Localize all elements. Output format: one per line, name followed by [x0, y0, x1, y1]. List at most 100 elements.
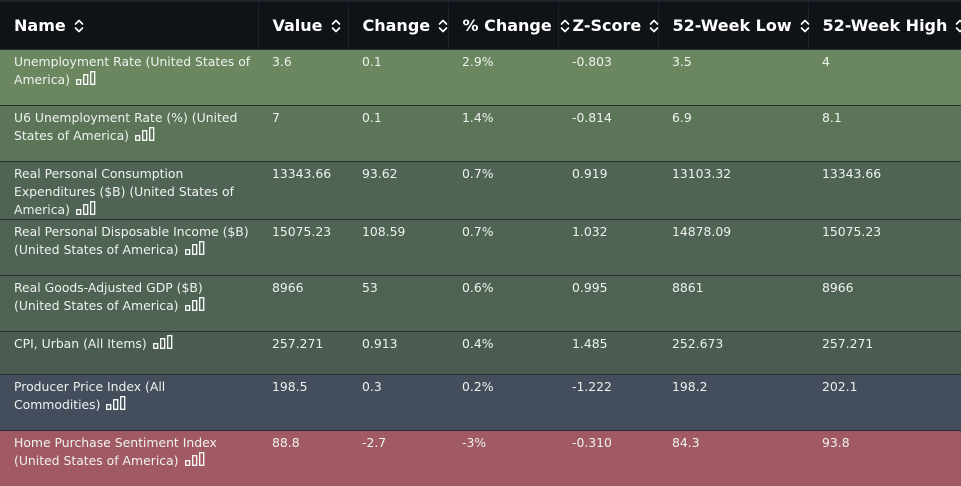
header-label: Name: [14, 15, 66, 35]
column-header-zscore[interactable]: Z-Score: [558, 0, 659, 49]
cell-value: 0.919: [572, 165, 608, 181]
cell-zscore: -0.803: [558, 49, 658, 105]
bar-chart-icon[interactable]: [184, 296, 205, 311]
indicator-name[interactable]: Real Goods-Adjusted GDP ($B) (United Sta…: [14, 279, 203, 313]
cell-name: CPI, Urban (All Items): [0, 331, 258, 374]
cell-value: 88.8: [272, 434, 300, 450]
header-label: Value: [272, 15, 323, 35]
cell-value: -2.7: [362, 434, 387, 450]
table-row[interactable]: Real Personal Consumption Expenditures (…: [0, 161, 961, 219]
sort-icon[interactable]: [331, 18, 341, 34]
sort-icon[interactable]: [74, 18, 84, 34]
cell-value: 93.62: [362, 165, 398, 181]
cell-value: 13343.66: [822, 165, 882, 181]
sort-icon[interactable]: [955, 18, 961, 34]
table-row[interactable]: U6 Unemployment Rate (%) (United States …: [0, 105, 961, 161]
cell-name: Home Purchase Sentiment Index (United St…: [0, 430, 258, 486]
cell-low: 252.673: [658, 331, 808, 374]
indicator-name[interactable]: Real Personal Disposable Income ($B) (Un…: [14, 223, 249, 257]
cell-value: 198.5: [258, 374, 348, 430]
cell-pct-change: 0.4%: [448, 331, 558, 374]
cell-value: 1.032: [572, 223, 608, 239]
cell-value: 198.2: [672, 378, 708, 394]
column-header-52-week-low[interactable]: 52-Week Low: [658, 0, 810, 49]
cell-value: 4: [822, 53, 830, 69]
table-row[interactable]: Real Goods-Adjusted GDP ($B) (United Sta…: [0, 275, 961, 331]
table-row[interactable]: Real Personal Disposable Income ($B) (Un…: [0, 219, 961, 275]
cell-value: 15075.23: [822, 223, 882, 239]
indicator-name[interactable]: CPI, Urban (All Items): [14, 335, 147, 351]
indicator-name[interactable]: Unemployment Rate (United States of Amer…: [14, 53, 251, 87]
cell-value: 14878.09: [672, 223, 732, 239]
cell-low: 3.5: [658, 49, 808, 105]
column-header-change[interactable]: Change: [348, 0, 449, 49]
indicator-name[interactable]: Producer Price Index (All Commodities): [14, 378, 166, 412]
cell-change: 93.62: [348, 161, 448, 219]
cell-name: Producer Price Index (All Commodities): [0, 374, 258, 430]
cell-low: 14878.09: [658, 219, 808, 275]
cell-value: 0.7%: [462, 223, 494, 239]
column-header-value[interactable]: Value: [258, 0, 349, 49]
cell-value: 15075.23: [258, 219, 348, 275]
cell-change: -2.7: [348, 430, 448, 486]
table-row[interactable]: Home Purchase Sentiment Index (United St…: [0, 430, 961, 486]
table-row[interactable]: CPI, Urban (All Items) 257.271 0.913 0.4% 1.…: [0, 331, 961, 374]
cell-name: Unemployment Rate (United States of Amer…: [0, 49, 258, 105]
bar-chart-icon[interactable]: [184, 451, 205, 466]
column-header-pct-change[interactable]: % Change: [448, 0, 570, 49]
cell-value: 13343.66: [258, 161, 348, 219]
cell-change: 0.1: [348, 49, 448, 105]
bar-chart-icon[interactable]: [76, 70, 96, 85]
bar-chart-icon[interactable]: [152, 334, 173, 349]
cell-pct-change: 1.4%: [448, 105, 558, 161]
cell-pct-change: 0.7%: [448, 219, 558, 275]
header-label: Change: [362, 15, 431, 35]
cell-name: Real Personal Consumption Expenditures (…: [0, 161, 258, 219]
sort-icon[interactable]: [649, 18, 659, 34]
cell-value: 7: [272, 109, 280, 125]
cell-low: 198.2: [658, 374, 808, 430]
cell-value: 6.9: [672, 109, 692, 125]
cell-zscore: 0.995: [558, 275, 658, 331]
cell-value: 8966: [272, 279, 304, 295]
cell-zscore: 1.485: [558, 331, 658, 374]
column-header-name[interactable]: Name: [0, 0, 259, 49]
cell-high: 13343.66: [808, 161, 961, 219]
cell-value: 108.59: [362, 223, 406, 239]
cell-value: -0.814: [572, 109, 612, 125]
cell-pct-change: 0.7%: [448, 161, 558, 219]
bar-chart-icon[interactable]: [106, 395, 126, 410]
cell-low: 84.3: [658, 430, 808, 486]
sort-icon[interactable]: [800, 18, 810, 34]
table-row[interactable]: Unemployment Rate (United States of Amer…: [0, 49, 961, 105]
cell-high: 202.1: [808, 374, 961, 430]
sort-icon[interactable]: [438, 18, 448, 34]
cell-high: 15075.23: [808, 219, 961, 275]
bar-chart-icon[interactable]: [76, 200, 96, 215]
sort-icon[interactable]: [560, 18, 570, 34]
cell-value: 198.5: [272, 378, 308, 394]
header-label: 52-Week High: [822, 15, 948, 35]
cell-value: 8861: [672, 279, 704, 295]
cell-low: 13103.32: [658, 161, 808, 219]
column-header-52-week-high[interactable]: 52-Week High: [808, 0, 961, 49]
cell-value: 3.6: [272, 53, 292, 69]
cell-zscore: 1.032: [558, 219, 658, 275]
bar-chart-icon[interactable]: [184, 240, 205, 255]
cell-value: -3%: [462, 434, 487, 450]
cell-value: 3.6: [258, 49, 348, 105]
cell-value: 7: [258, 105, 348, 161]
bar-chart-icon[interactable]: [135, 126, 155, 141]
cell-value: 0.3: [362, 378, 382, 394]
indicator-name[interactable]: Home Purchase Sentiment Index (United St…: [14, 434, 217, 468]
table-body: Unemployment Rate (United States of Amer…: [0, 49, 961, 486]
cell-value: -0.310: [572, 434, 612, 450]
cell-pct-change: 0.2%: [448, 374, 558, 430]
cell-value: 0.7%: [462, 165, 494, 181]
table-row[interactable]: Producer Price Index (All Commodities) 19…: [0, 374, 961, 430]
indicator-name[interactable]: Real Personal Consumption Expenditures (…: [14, 165, 234, 217]
cell-high: 8.1: [808, 105, 961, 161]
indicator-name[interactable]: U6 Unemployment Rate (%) (United States …: [14, 109, 238, 143]
cell-value: 84.3: [672, 434, 700, 450]
